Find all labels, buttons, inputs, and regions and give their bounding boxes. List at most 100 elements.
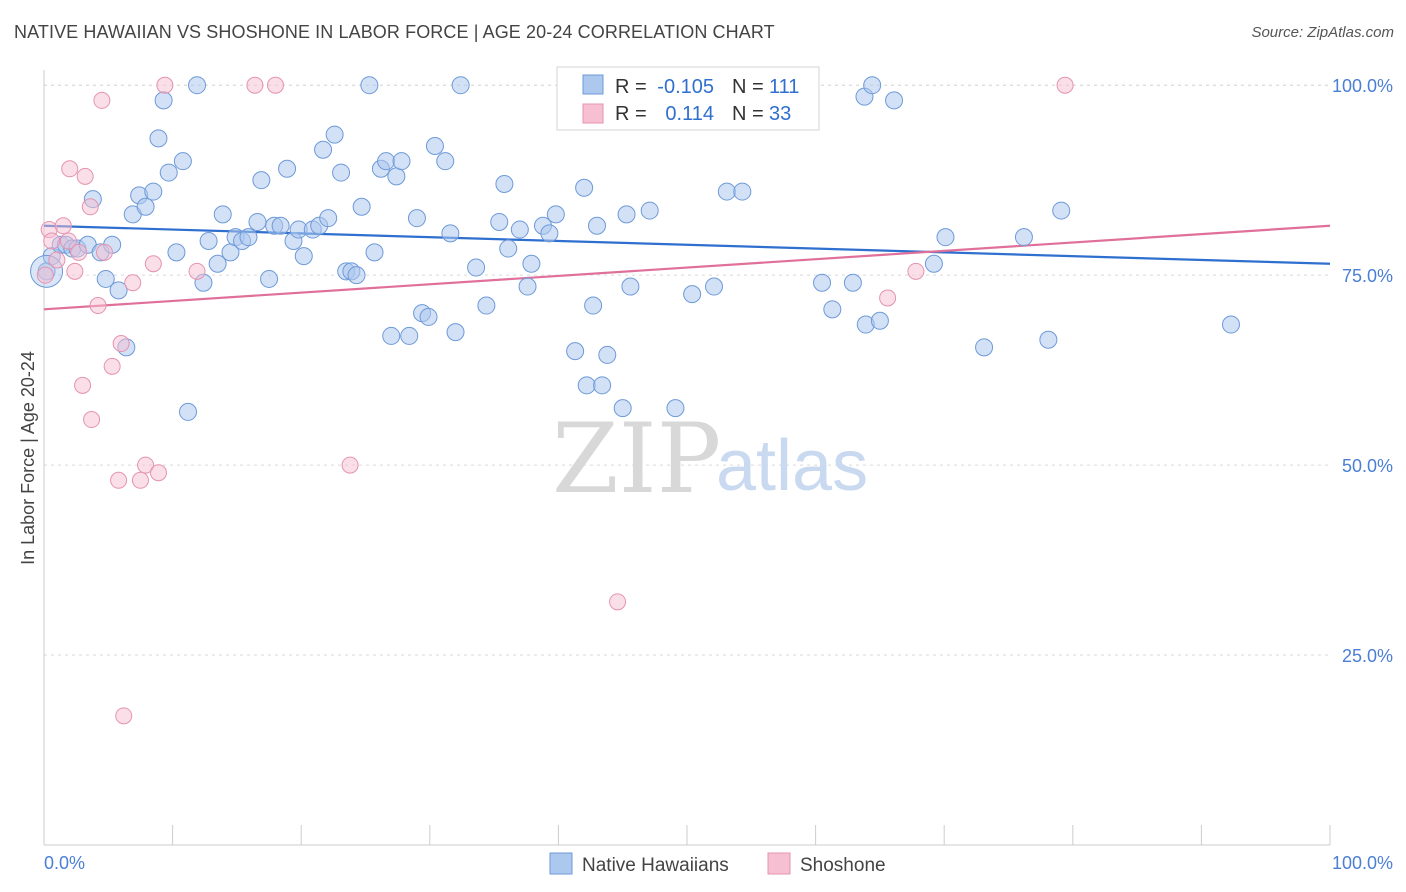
point-shoshone [156,76,174,94]
point-shoshone [95,243,113,261]
point-native-hawaiians [144,182,163,201]
point-native-hawaiians [577,376,596,395]
x-tick-label-max: 100.0% [1332,853,1393,873]
point-shoshone [48,251,66,269]
legend-pink-r-value: 0.114 [665,103,714,125]
point-native-hawaiians [870,311,889,330]
watermark-zip: ZIP [552,403,721,515]
legend-swatch-blue [582,74,604,95]
point-native-hawaiians [347,266,366,285]
legend-swatch-pink [582,103,604,124]
point-native-hawaiians [136,197,155,216]
grid-lines [44,84,1330,656]
point-native-hawaiians [154,91,173,110]
point-shoshone [70,243,88,261]
point-native-hawaiians [666,399,685,418]
y-tick-label: 25.0% [1342,646,1393,666]
point-shoshone [81,198,99,216]
point-native-hawaiians [613,399,632,418]
legend-blue-n-value: 111 [769,76,799,98]
point-shoshone [54,217,72,235]
point-native-hawaiians [377,152,396,171]
point-native-hawaiians [499,239,518,258]
y-tick-label: 100.0% [1332,76,1393,96]
chart-source: Source: ZipAtlas.com [1251,24,1394,41]
point-native-hawaiians [325,125,344,144]
point-native-hawaiians [188,76,207,95]
point-native-hawaiians [683,285,702,304]
point-native-hawaiians [278,159,297,178]
series-legend: Native Hawaiians Shoshone [549,852,886,876]
point-native-hawaiians [975,338,994,357]
y-axis-title: In Labor Force | Age 20-24 [18,351,38,565]
point-native-hawaiians [936,228,955,247]
chart-title: NATIVE HAWAIIAN VS SHOSHONE IN LABOR FOR… [14,22,775,42]
x-axis-ticks [43,825,1331,845]
point-native-hawaiians [717,182,736,201]
point-native-hawaiians [705,277,724,296]
point-native-hawaiians [365,243,384,262]
bottom-legend-label-pink: Shoshone [800,855,886,876]
point-shoshone [609,593,627,611]
point-native-hawaiians [1014,228,1033,247]
point-shoshone [61,160,79,178]
point-native-hawaiians [208,254,227,273]
point-native-hawaiians [495,174,514,193]
bottom-legend-swatch-pink [767,852,791,875]
point-shoshone [93,91,111,109]
point-shoshone [246,76,264,94]
point-native-hawaiians [451,76,470,95]
y-tick-label: 75.0% [1342,266,1393,286]
legend-blue-n-label: N = [732,76,764,98]
point-native-hawaiians [575,178,594,197]
point-native-hawaiians [425,136,444,155]
point-shoshone [1056,76,1074,94]
trend-line-shoshone [43,224,1331,311]
point-native-hawaiians [518,277,537,296]
point-native-hawaiians [109,281,128,300]
point-native-hawaiians [584,296,603,315]
point-shoshone [907,262,925,280]
point-native-hawaiians [382,326,401,345]
point-native-hawaiians [252,171,271,190]
point-shoshone [74,376,92,394]
point-native-hawaiians [271,216,290,235]
point-native-hawaiians [419,307,438,326]
point-native-hawaiians [566,342,585,361]
point-shoshone [115,707,133,725]
legend-pink-r-label: R = [615,103,647,125]
point-shoshone [879,289,897,307]
point-native-hawaiians [179,402,198,421]
point-native-hawaiians [248,212,267,231]
point-shoshone [124,274,142,292]
bottom-legend-label-blue: Native Hawaiians [582,855,729,876]
point-shoshone [149,464,167,482]
point-native-hawaiians [360,76,379,95]
legend-pink-n-label: N = [732,103,764,125]
point-native-hawaiians [467,258,486,277]
point-native-hawaiians [640,201,659,220]
point-shoshone [43,232,61,250]
point-native-hawaiians [1052,201,1071,220]
point-native-hawaiians [159,163,178,182]
point-shoshone [188,262,206,280]
point-native-hawaiians [392,152,411,171]
point-native-hawaiians [843,273,862,292]
point-native-hawaiians [199,231,218,250]
point-shoshone [341,456,359,474]
point-native-hawaiians [294,247,313,266]
y-tick-label: 50.0% [1342,456,1393,476]
point-shoshone [76,167,94,185]
point-native-hawaiians [400,326,419,345]
point-native-hawaiians [1221,315,1240,334]
legend-blue-r-label: R = [615,76,647,98]
point-native-hawaiians [96,269,115,288]
point-native-hawaiians [314,140,333,159]
point-native-hawaiians [213,205,232,224]
point-native-hawaiians [621,277,640,296]
point-native-hawaiians [477,296,496,315]
point-shoshone [110,471,128,489]
point-native-hawaiians [352,197,371,216]
point-native-hawaiians [490,212,509,231]
point-native-hawaiians [173,152,192,171]
